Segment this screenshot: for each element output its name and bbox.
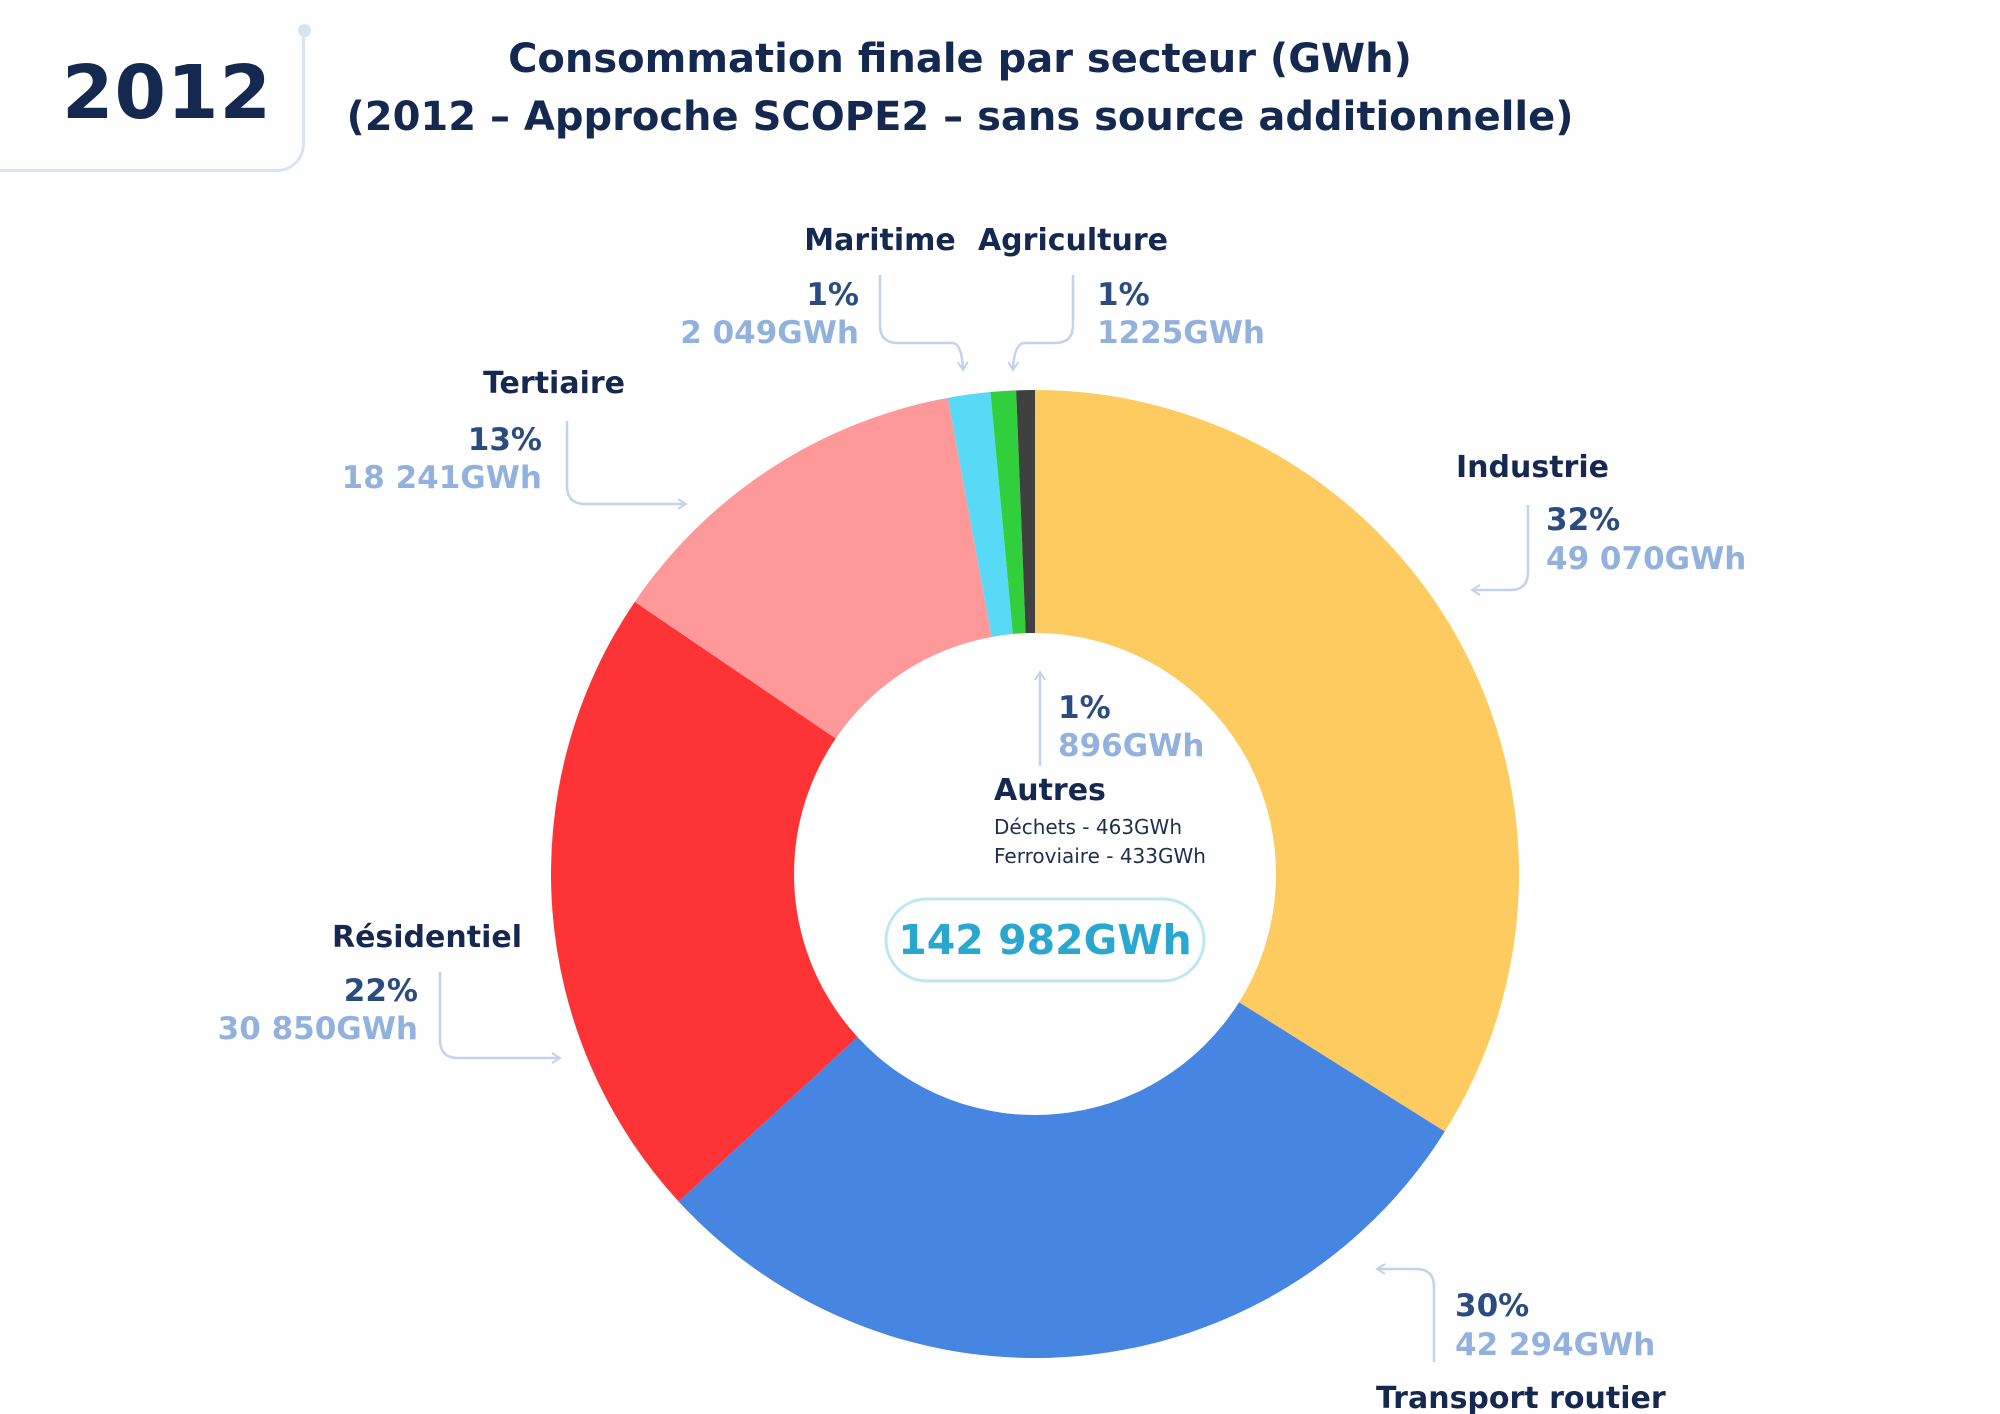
slice-labels: Industrie 32%49 070GWh Transport routier 30… [218, 223, 1747, 1414]
chart-title: Consommation finale par secteur (GWh) (2… [300, 30, 1620, 146]
chart-title-line-1: Consommation finale par secteur (GWh) [508, 36, 1412, 82]
label-value-residentiel: 30 850GWh [218, 1011, 418, 1047]
chart-title-line-2: (2012 – Approche SCOPE2 – sans source ad… [346, 94, 1574, 140]
total-pill [884, 897, 1206, 983]
connector-agriculture [1007, 275, 1075, 372]
label-value-autres: 896GWh [1058, 728, 1204, 764]
label-value-transport-routier: 42 294GWh [1455, 1327, 1655, 1363]
connector-transport-routier [1375, 1263, 1436, 1362]
connector-residentiel [438, 972, 562, 1064]
year-badge [0, 31, 305, 172]
donut-center: 142 982GWh [884, 897, 1206, 983]
label-pct-agriculture: 1% [1097, 277, 1150, 313]
slice-industrie [1035, 390, 1519, 1132]
label-name-residentiel: Résidentiel [332, 920, 522, 955]
slice-tertiaire [634, 397, 992, 739]
slice-residentiel [551, 601, 858, 1202]
donut-slices [551, 390, 1519, 1358]
label-name-maritime: Maritime [804, 223, 955, 258]
label-pct-autres: 1% [1058, 690, 1111, 726]
label-detail-autres: Ferroviaire - 433GWh [994, 844, 1206, 868]
label-pct-transport-routier: 30% [1455, 1288, 1529, 1324]
label-connectors [438, 275, 1530, 1362]
connector-tertiaire [565, 421, 688, 510]
label-name-tertiaire: Tertiaire [483, 366, 625, 401]
label-pct-residentiel: 22% [344, 973, 418, 1009]
label-pct-industrie: 32% [1546, 502, 1620, 538]
total-value: 142 982GWh [898, 916, 1192, 964]
slice-agriculture [990, 390, 1026, 635]
label-value-agriculture: 1225GWh [1097, 315, 1265, 351]
slice-autres [1016, 390, 1035, 634]
label-name-transport-routier: Transport routier [1376, 1381, 1666, 1414]
label-name-autres: Autres [994, 773, 1106, 808]
label-name-agriculture: Agriculture [978, 223, 1168, 258]
label-detail-autres: Déchets - 463GWh [994, 815, 1182, 839]
label-value-industrie: 49 070GWh [1546, 541, 1746, 577]
year-label: 2012 [62, 50, 272, 136]
label-pct-tertiaire: 13% [468, 422, 542, 458]
label-value-maritime: 2 049GWh [680, 315, 859, 351]
label-pct-maritime: 1% [806, 277, 859, 313]
label-value-tertiaire: 18 241GWh [342, 460, 542, 496]
connector-maritime [878, 275, 969, 372]
connector-industrie [1470, 505, 1530, 596]
label-name-industrie: Industrie [1456, 450, 1609, 485]
year-badge-dot [298, 24, 311, 37]
slice-maritime [947, 392, 1013, 637]
slice-transport-routier [678, 1002, 1445, 1358]
